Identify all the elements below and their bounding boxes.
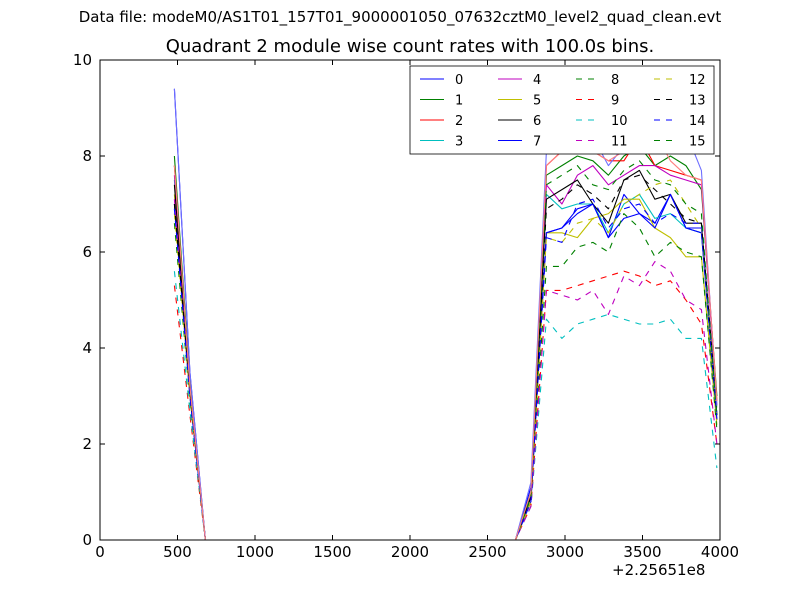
- y-tick-label: 10: [73, 51, 92, 69]
- legend-label: 12: [689, 73, 706, 88]
- series-line-2: [173, 136, 718, 540]
- legend-box: [409, 65, 715, 155]
- legend-label: 15: [689, 135, 706, 150]
- x-tick-label: 3000: [546, 543, 584, 561]
- series-line-7: [173, 193, 718, 540]
- legend-label: 14: [689, 114, 706, 129]
- x-tick-label: 1500: [313, 543, 351, 561]
- series-line-5: [173, 194, 718, 540]
- x-tick-label: 500: [163, 543, 192, 561]
- x-tick-label: 4000: [701, 543, 739, 561]
- x-tick-label: 2500: [468, 543, 506, 561]
- series-line-1: [173, 145, 718, 540]
- legend-label: 10: [611, 114, 628, 129]
- series-line-15: [173, 160, 718, 540]
- series-line-10: [173, 271, 718, 540]
- y-tick-label: 0: [82, 531, 92, 549]
- legend-label: 3: [455, 135, 463, 150]
- chart-title: Quadrant 2 module wise count rates with …: [165, 36, 655, 57]
- series-line-13: [173, 174, 718, 540]
- series-line-12: [173, 179, 718, 540]
- x-tick-label: 1000: [236, 543, 274, 561]
- legend-label: 8: [611, 73, 619, 88]
- legend-label: 1: [455, 94, 463, 109]
- legend-label: 13: [689, 94, 706, 109]
- series-line-3: [173, 179, 718, 540]
- legend-label: 9: [611, 94, 619, 109]
- series-line-8: [173, 213, 718, 540]
- series-line-6: [173, 169, 718, 540]
- y-tick-label: 4: [82, 339, 92, 357]
- series-line-extra-16: [173, 88, 718, 540]
- legend-label: 5: [533, 94, 541, 109]
- figure-suptitle: Data file: modeM0/AS1T01_157T01_90000010…: [78, 8, 722, 26]
- y-tick-label: 2: [82, 435, 92, 453]
- y-tick-label: 8: [82, 147, 92, 165]
- x-tick-label: 3500: [623, 543, 661, 561]
- x-axis-offset-label: +2.25651e8: [612, 561, 706, 579]
- legend-label: 7: [533, 135, 541, 150]
- series-line-0: [173, 88, 718, 540]
- legend-label: 4: [533, 73, 541, 88]
- series-line-extra-17: [173, 131, 718, 540]
- legend-label: 0: [455, 73, 463, 88]
- legend-label: 11: [611, 135, 628, 150]
- series-line-14: [173, 198, 718, 540]
- legend-label: 6: [533, 114, 541, 129]
- series-line-9: [173, 270, 718, 540]
- x-tick-label: 0: [95, 543, 105, 561]
- series-line-11: [173, 199, 718, 540]
- x-tick-label: 2000: [391, 543, 429, 561]
- series-lines: [173, 88, 718, 540]
- y-tick-label: 6: [82, 243, 92, 261]
- legend-label: 2: [455, 114, 463, 129]
- series-line-4: [173, 165, 718, 540]
